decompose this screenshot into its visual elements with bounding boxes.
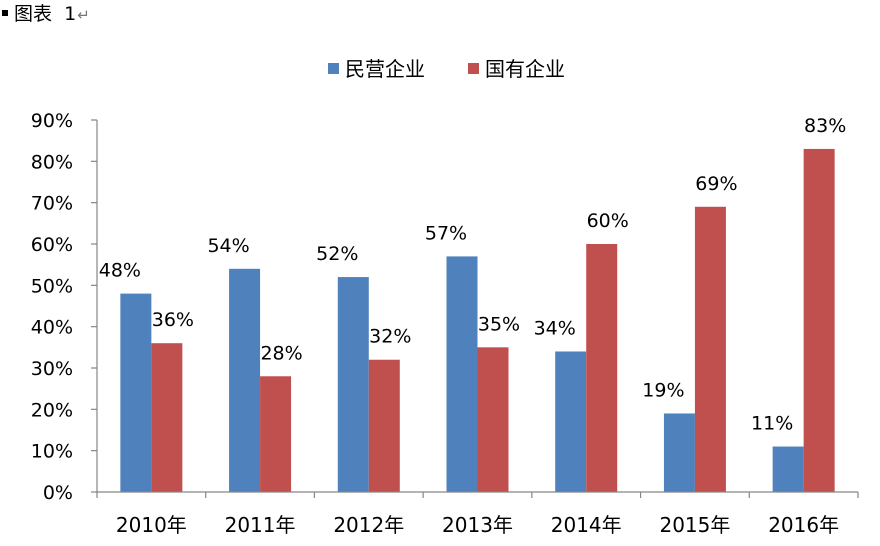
data-label: 48%	[99, 260, 141, 282]
figure-caption-number: 1	[64, 3, 77, 25]
bar-private-4	[555, 351, 587, 492]
bar-state-0	[151, 343, 183, 492]
legend-swatch-2	[468, 63, 479, 74]
data-label: 32%	[369, 326, 411, 348]
bar-private-1	[229, 268, 261, 492]
legend-label-2: 国有企业	[485, 57, 565, 81]
data-label: 19%	[642, 379, 684, 401]
x-tick-label: 2016年	[768, 513, 839, 537]
data-label: 11%	[751, 413, 793, 435]
x-tick-label: 2014年	[551, 513, 622, 537]
data-label: 35%	[478, 313, 520, 335]
y-tick-label: 0%	[43, 482, 73, 504]
chart-legend: 民营企业 国有企业	[328, 57, 565, 81]
data-label: 69%	[695, 173, 737, 195]
bar-private-5	[663, 413, 695, 492]
figure-caption: 图表 1↵	[2, 2, 90, 27]
bar-state-2	[368, 359, 400, 492]
y-tick-label: 30%	[31, 358, 73, 380]
y-tick-label: 20%	[31, 399, 73, 421]
y-tick-label: 80%	[31, 151, 73, 173]
data-label: 52%	[316, 243, 358, 265]
bar-private-0	[120, 293, 152, 492]
x-tick-label: 2011年	[225, 513, 296, 537]
x-tick-label: 2012年	[333, 513, 404, 537]
y-tick-label: 10%	[31, 441, 73, 463]
data-label: 36%	[152, 309, 194, 331]
y-tick-label: 90%	[31, 110, 73, 132]
data-label: 54%	[207, 235, 249, 257]
bar-private-2	[337, 277, 369, 492]
bullet-marker-icon	[2, 9, 8, 16]
legend-label-1: 民营企业	[345, 57, 425, 81]
bar-state-1	[260, 376, 292, 492]
bar-private-6	[772, 446, 804, 492]
x-axis: 2010年 2011年 2012年 2013年 2014年 2015年 2016年	[96, 491, 859, 537]
y-tick-label: 70%	[31, 193, 73, 215]
bar-state-5	[694, 206, 726, 493]
legend-swatch-1	[328, 63, 339, 74]
bar-state-6	[803, 148, 835, 492]
bar-state-3	[477, 347, 509, 492]
y-tick-label: 40%	[31, 317, 73, 339]
bar-private-3	[446, 256, 478, 492]
y-tick-label: 50%	[31, 275, 73, 297]
data-label: 83%	[804, 115, 846, 137]
data-label: 28%	[260, 342, 302, 364]
data-label: 34%	[534, 317, 576, 339]
chart-bars	[120, 148, 835, 493]
return-mark-icon: ↵	[77, 6, 90, 24]
y-tick-label: 60%	[31, 234, 73, 256]
bar-state-4	[586, 244, 618, 492]
y-axis: 0% 10% 20% 30% 40% 50% 60% 70% 80% 90%	[31, 110, 98, 504]
figure-caption-label: 图表	[14, 3, 53, 25]
data-labels: 48% 36% 54% 28% 52% 32% 57% 35% 34% 60% 19% 69% 11% 8…	[99, 115, 847, 435]
x-tick-label: 2015年	[659, 513, 730, 537]
x-tick-label: 2010年	[116, 513, 187, 537]
data-label: 60%	[587, 210, 629, 232]
x-tick-label: 2013年	[442, 513, 513, 537]
data-label: 57%	[425, 222, 467, 244]
